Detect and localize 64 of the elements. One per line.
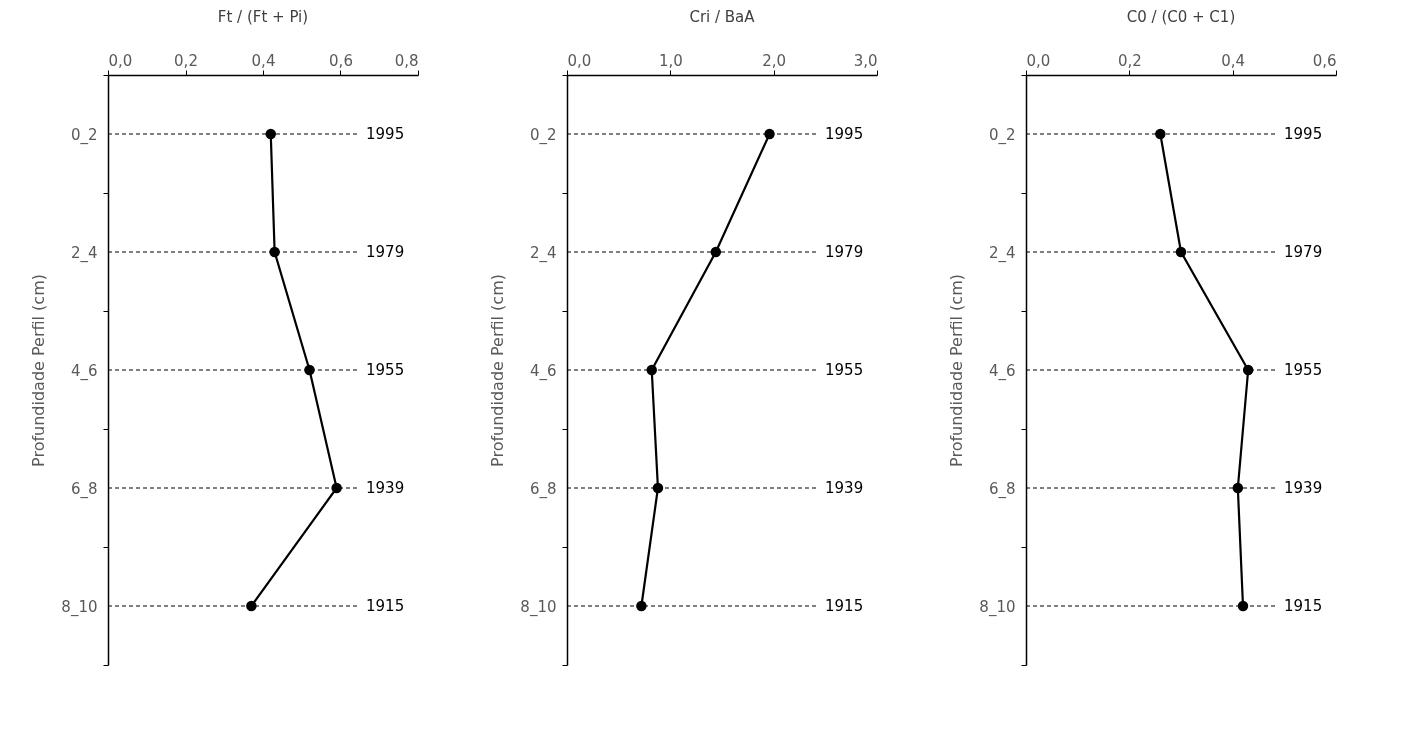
ref-line-label: 1995 xyxy=(1284,125,1323,143)
point xyxy=(246,600,257,612)
y-tick-label: 0_2 xyxy=(70,125,98,145)
point xyxy=(764,128,775,140)
x-tick-label: 0,0 xyxy=(567,51,592,70)
x-tick-label: 0,4 xyxy=(1221,51,1246,70)
x-tick-label: 0,2 xyxy=(1117,51,1142,70)
x-tick-label: 2,0 xyxy=(762,51,787,70)
x-tick-label: 0,0 xyxy=(1026,51,1051,70)
chart-title: Cri / BaA xyxy=(689,8,756,26)
ref-line-label: 1995 xyxy=(825,125,864,143)
x-tick-label: 0,0 xyxy=(108,51,133,70)
y-tick-label: 2_4 xyxy=(988,243,1016,263)
point xyxy=(1242,364,1254,376)
y-tick-label: 0_2 xyxy=(529,125,557,145)
x-tick-label: 0,8 xyxy=(394,51,419,70)
y-tick-label: 2_4 xyxy=(529,243,557,263)
ref-line-label: 1979 xyxy=(825,243,864,261)
ref-line-label: 1955 xyxy=(366,361,405,379)
y-tick-label: 8_10 xyxy=(520,597,557,617)
ref-line-label: 1979 xyxy=(1284,243,1323,261)
point xyxy=(646,364,657,376)
ref-line-label: 1915 xyxy=(1284,597,1323,615)
ref-line-label: 1995 xyxy=(366,125,405,143)
point xyxy=(652,482,664,494)
point xyxy=(1232,482,1244,494)
y-tick-label: 4_6 xyxy=(529,361,557,381)
y-axis-title: Profundidade Perfil (cm) xyxy=(947,274,967,467)
y-tick-label: 6_8 xyxy=(70,479,98,499)
y-tick-label: 6_8 xyxy=(529,479,557,499)
point xyxy=(710,246,722,258)
point xyxy=(1155,128,1166,140)
ref-line-label: 1915 xyxy=(825,597,864,615)
chart-title: C0 / (C0 + C1) xyxy=(1126,8,1236,26)
y-axis-title: Profundidade Perfil (cm) xyxy=(29,274,49,467)
chart-title: Ft / (Ft + Pi) xyxy=(217,8,309,26)
y-tick-label: 4_6 xyxy=(70,361,98,381)
x-tick-label: 0,6 xyxy=(1312,51,1337,70)
ref-line-label: 1939 xyxy=(1284,479,1323,497)
x-tick-label: 3,0 xyxy=(853,51,878,70)
y-tick-label: 8_10 xyxy=(979,597,1016,617)
x-tick-label: 0,2 xyxy=(174,51,198,70)
ref-line-label: 1915 xyxy=(366,597,405,615)
ref-line-label: 1979 xyxy=(366,243,405,261)
y-tick-label: 0_2 xyxy=(988,125,1016,145)
x-tick-label: 1,0 xyxy=(658,51,683,70)
ref-line-label: 1939 xyxy=(366,479,405,497)
y-tick-label: 4_6 xyxy=(988,361,1016,381)
point xyxy=(636,600,647,612)
ref-line-label: 1939 xyxy=(825,479,864,497)
point xyxy=(304,364,315,376)
y-axis-title: Profundidade Perfil (cm) xyxy=(488,274,508,467)
point xyxy=(1237,600,1249,612)
x-tick-label: 0,4 xyxy=(251,51,276,70)
ref-line-label: 1955 xyxy=(1284,361,1323,379)
point xyxy=(331,482,342,494)
point xyxy=(269,246,280,258)
point xyxy=(265,128,276,140)
y-tick-label: 6_8 xyxy=(988,479,1016,499)
ref-line-label: 1955 xyxy=(825,361,864,379)
x-tick-label: 0,6 xyxy=(329,51,353,70)
y-tick-label: 2_4 xyxy=(70,243,98,263)
y-tick-label: 8_10 xyxy=(61,597,98,617)
point xyxy=(1175,246,1187,258)
